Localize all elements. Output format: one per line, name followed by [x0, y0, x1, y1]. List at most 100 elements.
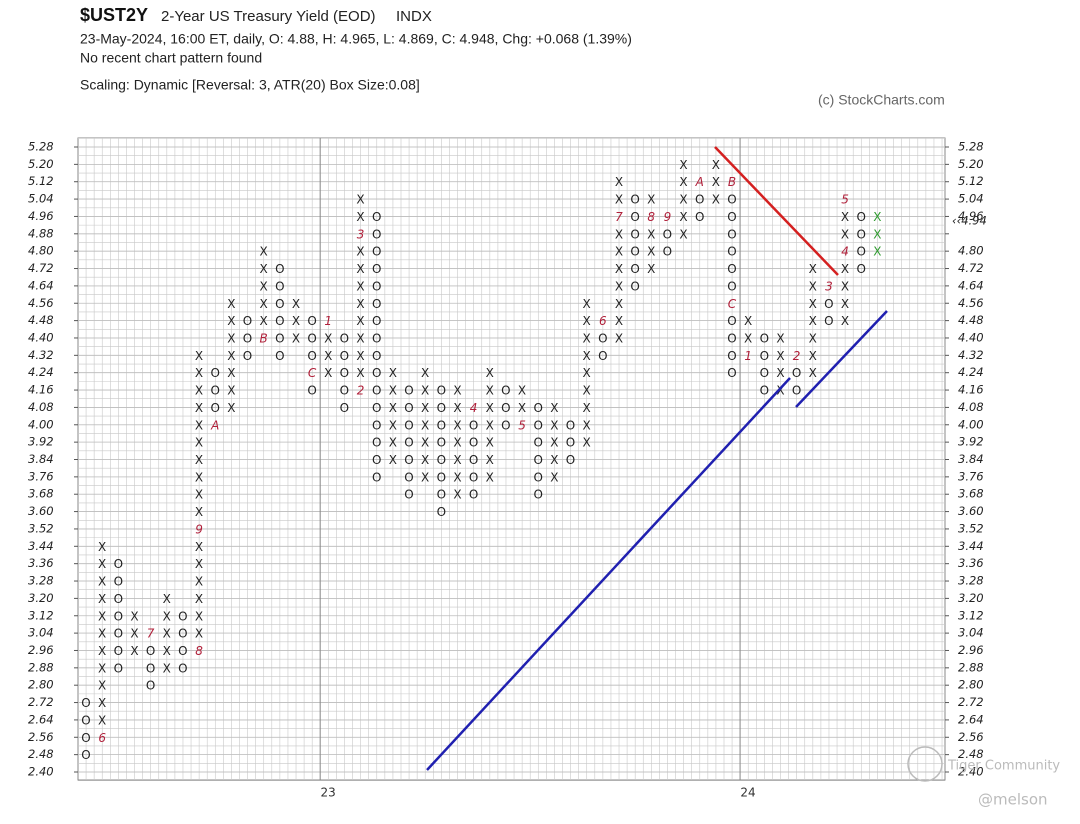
x-box: X: [647, 245, 655, 259]
o-box: O: [469, 418, 478, 432]
x-box: X: [163, 661, 171, 675]
y-tick-label-right: 4.32: [958, 348, 984, 362]
y-tick-label-right: 4.16: [958, 383, 984, 397]
y-tick-label-right: 4.96: [958, 209, 984, 223]
x-box: X: [389, 436, 397, 450]
pnf-column: OO 9: [663, 210, 672, 259]
month-marker: 4: [470, 401, 478, 415]
o-box: O: [372, 436, 381, 450]
y-tick-label-right: 4.00: [958, 417, 984, 431]
y-tick-label: 4.72: [28, 261, 54, 275]
x-box: X: [776, 384, 784, 398]
o-box: O: [630, 193, 639, 207]
pnf-column: OOA: [695, 175, 705, 224]
y-tick-label: 3.92: [28, 435, 54, 449]
o-box: O: [372, 384, 381, 398]
o-box: O: [566, 436, 575, 450]
x-box: X: [841, 297, 849, 311]
x-box: X: [873, 227, 881, 241]
x-box: X: [195, 436, 203, 450]
x-box: X: [583, 384, 591, 398]
y-tick-label: 2.64: [28, 712, 54, 726]
o-box: O: [340, 384, 349, 398]
x-box: X: [421, 418, 429, 432]
y-tick-label: 3.04: [28, 626, 54, 640]
y-tick-label: 2.72: [28, 695, 54, 709]
x-box: X: [260, 314, 268, 328]
x-box: X: [647, 262, 655, 276]
y-tick-label: 4.88: [28, 226, 54, 240]
y-tick-label-right: 2.56: [958, 730, 984, 744]
o-box: O: [404, 453, 413, 467]
x-box: X: [356, 193, 364, 207]
x-box: X: [486, 436, 494, 450]
month-marker: 1: [324, 314, 332, 328]
y-tick-label-right: 3.76: [958, 469, 984, 483]
o-box: O: [340, 366, 349, 380]
x-box: X: [712, 193, 720, 207]
month-marker: A: [210, 418, 219, 432]
o-box: O: [178, 627, 187, 641]
x-box: X: [679, 210, 687, 224]
x-box: X: [583, 366, 591, 380]
y-tick-label-right: 3.60: [958, 504, 984, 518]
y-tick-label-right: 2.96: [958, 643, 984, 657]
o-box: O: [210, 366, 219, 380]
x-box: X: [98, 696, 106, 710]
y-tick-label-right: 3.92: [958, 435, 984, 449]
o-box: O: [856, 262, 865, 276]
month-marker: 5: [841, 193, 849, 207]
pnf-column: OO 2: [792, 349, 801, 398]
x-box: X: [679, 158, 687, 172]
o-box: O: [81, 696, 90, 710]
o-box: O: [533, 470, 542, 484]
y-tick-label-right: 2.40: [958, 765, 984, 779]
x-box: X: [583, 349, 591, 363]
month-marker: C: [728, 297, 737, 311]
x-box: X: [486, 384, 494, 398]
o-box: O: [630, 279, 639, 293]
o-box: O: [275, 262, 284, 276]
x-box: X: [389, 418, 397, 432]
x-box: X: [873, 245, 881, 259]
support-line: [426, 377, 791, 771]
y-tick-label-right: 2.48: [958, 747, 984, 761]
month-marker: 3: [825, 279, 833, 293]
y-tick-label-right: 4.56: [958, 296, 984, 310]
o-box: O: [372, 297, 381, 311]
x-box: X: [486, 470, 494, 484]
x-box: X: [679, 193, 687, 207]
x-box: X: [130, 644, 138, 658]
y-tick-label: 3.76: [28, 469, 54, 483]
o-box: O: [695, 193, 704, 207]
o-box: O: [178, 661, 187, 675]
month-marker: 7: [147, 627, 155, 641]
x-box: X: [227, 366, 235, 380]
x-box: X: [550, 436, 558, 450]
x-box: X: [873, 210, 881, 224]
x-box: X: [227, 314, 235, 328]
y-tick-label-right: 2.88: [958, 660, 984, 674]
y-tick-label-right: 4.08: [958, 400, 984, 414]
last-price-label: ‹‹4.94: [952, 213, 987, 227]
y-tick-label: 4.48: [28, 313, 54, 327]
x-box: X: [356, 279, 364, 293]
y-tick-label: 3.12: [28, 608, 54, 622]
y-tick-label: 3.20: [28, 591, 54, 605]
o-box: O: [178, 609, 187, 623]
x-box: X: [98, 540, 106, 554]
y-tick-label: 3.36: [28, 556, 54, 570]
o-box: O: [372, 401, 381, 415]
